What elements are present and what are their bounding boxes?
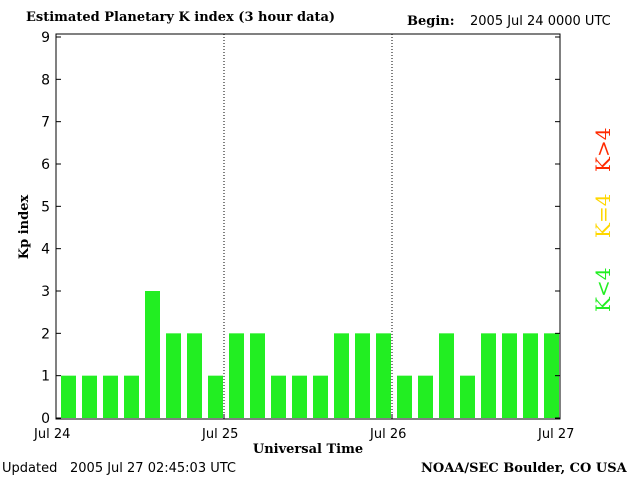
y-tick-label: 3 (41, 284, 50, 300)
kp-bar (103, 375, 118, 418)
x-day-label: Jul 24 (33, 427, 70, 442)
chart-title: Estimated Planetary K index (3 hour data… (26, 10, 336, 25)
kp-bar (460, 375, 475, 418)
kp-bar (313, 375, 328, 418)
begin-label: Begin: (407, 14, 455, 29)
x-axis-label: Universal Time (253, 442, 363, 457)
y-tick-label: 2 (41, 326, 50, 342)
kp-bar (397, 375, 412, 418)
updated-value: 2005 Jul 27 02:45:03 UTC (70, 461, 236, 476)
kp-bar (208, 375, 223, 418)
source-credit: NOAA/SEC Boulder, CO USA (421, 461, 627, 476)
kp-bar (355, 333, 370, 418)
y-tick-label: 6 (41, 157, 50, 173)
y-tick-label: 4 (41, 242, 50, 258)
legend-k-equal-4: K=4 (591, 193, 615, 238)
kp-bar (481, 333, 496, 418)
x-day-label: Jul 27 (537, 427, 574, 442)
kp-bar (502, 333, 517, 418)
kp-bar (439, 333, 454, 418)
y-tick-label: 1 (41, 369, 50, 385)
updated-label: Updated (2, 461, 58, 476)
kp-bar (418, 375, 433, 418)
y-axis-label: Kp index (17, 195, 32, 260)
begin-value: 2005 Jul 24 0000 UTC (470, 14, 611, 29)
kp-bar (271, 375, 286, 418)
kp-bar (124, 375, 139, 418)
kp-bar (544, 333, 559, 418)
legend-k-less-4: K<4 (591, 267, 615, 312)
legend-k-greater-4: K>4 (591, 127, 615, 172)
kp-bar (334, 333, 349, 418)
y-tick-label: 7 (41, 115, 50, 131)
kp-bar (229, 333, 244, 418)
kp-bar (166, 333, 181, 418)
kp-bar (82, 375, 97, 418)
plot-frame (55, 33, 561, 420)
kp-bar (61, 375, 76, 418)
kp-bar (292, 375, 307, 418)
y-tick-label: 8 (41, 72, 50, 88)
kp-bar (187, 333, 202, 418)
x-day-label: Jul 26 (369, 427, 406, 442)
kp-bar (250, 333, 265, 418)
kp-bar (376, 333, 391, 418)
y-tick-label: 5 (41, 199, 50, 215)
y-tick-label: 0 (41, 411, 50, 427)
y-tick-label: 9 (41, 30, 50, 46)
kp-bar (523, 333, 538, 418)
kp-bar (145, 291, 160, 418)
x-day-label: Jul 25 (201, 427, 238, 442)
